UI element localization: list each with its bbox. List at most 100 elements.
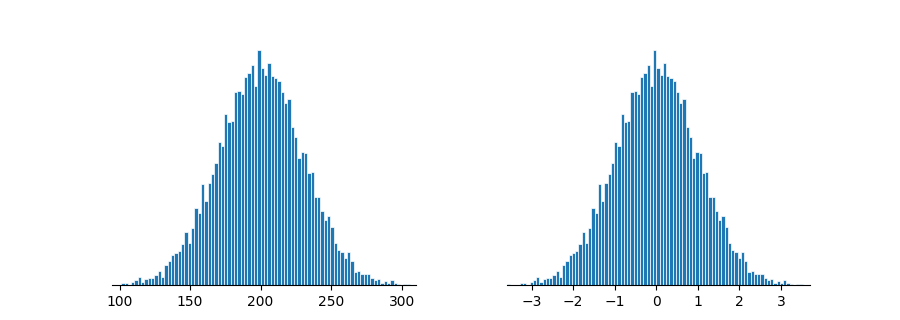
Bar — [287, 99, 291, 285]
Bar — [158, 271, 161, 285]
Bar — [569, 255, 572, 285]
Bar — [184, 232, 187, 285]
Bar — [151, 278, 155, 285]
Bar — [553, 275, 555, 285]
Bar — [251, 65, 254, 285]
Bar — [214, 163, 218, 285]
Bar — [559, 277, 562, 285]
Bar — [161, 277, 165, 285]
Bar — [734, 252, 738, 285]
Bar — [670, 78, 672, 285]
Bar — [601, 201, 605, 285]
Bar — [220, 146, 224, 285]
Bar — [224, 114, 228, 285]
Bar — [234, 92, 238, 285]
Bar — [98, 284, 102, 285]
Bar — [572, 253, 575, 285]
Bar — [708, 197, 712, 285]
Bar — [698, 154, 702, 285]
Bar — [565, 261, 569, 285]
Bar — [165, 265, 167, 285]
Bar — [539, 282, 543, 285]
Bar — [274, 78, 277, 285]
Bar — [672, 81, 676, 285]
Bar — [344, 258, 347, 285]
Bar — [751, 271, 754, 285]
Bar — [307, 173, 310, 285]
Bar — [706, 172, 708, 285]
Bar — [403, 284, 407, 285]
Bar — [770, 279, 773, 285]
Bar — [621, 114, 624, 285]
Bar — [208, 183, 211, 285]
Bar — [660, 75, 663, 285]
Bar — [718, 220, 722, 285]
Bar — [144, 279, 148, 285]
Bar — [380, 284, 383, 285]
Bar — [367, 274, 370, 285]
Bar — [614, 142, 617, 285]
Bar — [357, 271, 360, 285]
Bar — [393, 283, 397, 285]
Bar — [686, 127, 689, 285]
Bar — [598, 184, 601, 285]
Bar — [370, 278, 374, 285]
Bar — [244, 77, 248, 285]
Bar — [650, 86, 653, 285]
Bar — [738, 258, 741, 285]
Bar — [134, 280, 138, 285]
Bar — [549, 278, 553, 285]
Bar — [297, 158, 301, 285]
Bar — [575, 251, 579, 285]
Bar — [338, 250, 340, 285]
Bar — [640, 77, 644, 285]
Bar — [627, 121, 631, 285]
Bar — [350, 261, 354, 285]
Bar — [201, 184, 204, 285]
Bar — [354, 272, 357, 285]
Bar — [644, 73, 647, 285]
Bar — [595, 213, 598, 285]
Bar — [715, 211, 718, 285]
Bar — [281, 92, 284, 285]
Bar — [264, 75, 267, 285]
Bar — [301, 152, 304, 285]
Bar — [187, 243, 191, 285]
Bar — [194, 208, 198, 285]
Bar — [656, 68, 660, 285]
Bar — [591, 208, 595, 285]
Bar — [204, 201, 208, 285]
Bar — [257, 50, 261, 285]
Bar — [377, 279, 380, 285]
Bar — [611, 163, 614, 285]
Bar — [102, 284, 104, 285]
Bar — [181, 244, 184, 285]
Bar — [747, 272, 751, 285]
Bar — [198, 213, 201, 285]
Bar — [211, 174, 214, 285]
Bar — [663, 63, 666, 285]
Bar — [310, 172, 314, 285]
Bar — [692, 158, 696, 285]
Bar — [141, 282, 144, 285]
Bar — [624, 122, 627, 285]
Bar — [177, 251, 181, 285]
Bar — [712, 197, 715, 285]
Bar — [324, 220, 327, 285]
Bar — [340, 252, 344, 285]
Bar — [423, 284, 427, 285]
Bar — [536, 277, 539, 285]
Bar — [783, 280, 787, 285]
Bar — [391, 280, 393, 285]
Bar — [722, 216, 725, 285]
Bar — [777, 281, 780, 285]
Bar — [167, 261, 171, 285]
Bar — [789, 284, 793, 285]
Bar — [175, 253, 177, 285]
Bar — [757, 274, 760, 285]
Bar — [327, 216, 330, 285]
Bar — [754, 274, 757, 285]
Bar — [799, 284, 803, 285]
Bar — [787, 283, 789, 285]
Bar — [637, 94, 640, 285]
